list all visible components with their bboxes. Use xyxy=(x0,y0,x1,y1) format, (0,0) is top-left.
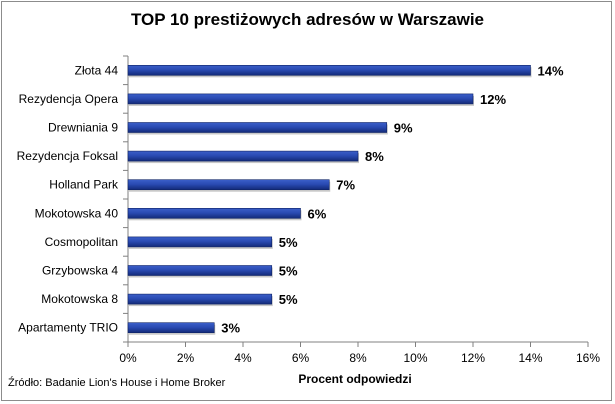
data-label: 7% xyxy=(336,178,355,193)
bar xyxy=(127,122,388,133)
x-tick-label: 10% xyxy=(403,351,427,365)
data-label: 8% xyxy=(365,149,384,164)
x-tick-label: 0% xyxy=(119,351,137,365)
x-axis-label: Procent odpowiedzi xyxy=(298,372,412,386)
category-label: Rezydencja Opera xyxy=(19,92,119,106)
data-label: 5% xyxy=(279,235,298,250)
x-tick-label: 12% xyxy=(461,351,485,365)
bar xyxy=(127,293,273,305)
data-label: 6% xyxy=(308,206,327,221)
data-label: 5% xyxy=(279,292,298,307)
bar xyxy=(127,150,359,162)
category-label: Drewniania 9 xyxy=(48,121,118,135)
category-label: Holland Park xyxy=(49,178,119,192)
source-note: Źródło: Badanie Lion's House i Home Brok… xyxy=(8,377,226,389)
bar xyxy=(127,265,273,276)
bar xyxy=(127,93,474,105)
data-label: 9% xyxy=(394,121,413,136)
x-tick-label: 8% xyxy=(349,351,367,365)
x-tick-label: 4% xyxy=(234,351,252,365)
bar xyxy=(127,208,301,219)
data-label: 5% xyxy=(279,264,298,279)
data-label: 14% xyxy=(538,63,564,78)
x-tick-label: 16% xyxy=(576,351,600,365)
data-label: 12% xyxy=(480,92,506,107)
category-label: Cosmopolitan xyxy=(45,235,118,249)
x-tick-label: 14% xyxy=(518,351,542,365)
chart-title: TOP 10 prestiżowych adresów w Warszawie xyxy=(130,10,485,29)
x-tick-label: 2% xyxy=(177,351,195,365)
category-label: Apartamenty TRIO xyxy=(18,321,118,335)
x-tick-label: 6% xyxy=(292,351,310,365)
bar xyxy=(127,179,330,190)
category-label: Rezydencja Foksal xyxy=(17,149,118,163)
data-label: 3% xyxy=(221,321,240,336)
category-label: Mokotowska 40 xyxy=(35,206,119,220)
category-label: Grzybowska 4 xyxy=(42,264,118,278)
category-label: Złota 44 xyxy=(75,63,119,77)
bar xyxy=(127,236,273,248)
bar xyxy=(127,322,215,334)
bar xyxy=(127,65,531,76)
category-label: Mokotowska 8 xyxy=(41,292,118,306)
